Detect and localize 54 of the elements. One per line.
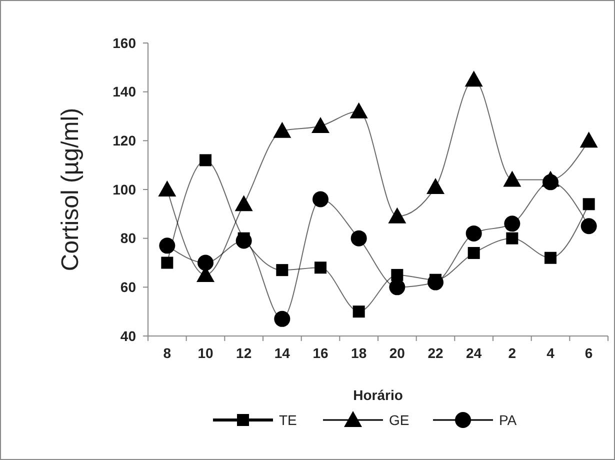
x-tick-label: 2 [508, 345, 516, 361]
y-axis-title: Cortisol (µg/ml) [57, 108, 84, 272]
point [314, 262, 326, 274]
point [582, 198, 595, 210]
point [580, 218, 597, 234]
x-tick-label: 10 [198, 345, 214, 361]
point [388, 207, 406, 224]
point [389, 279, 406, 296]
y-tick-label: 100 [112, 181, 136, 198]
point [234, 195, 253, 212]
point [468, 246, 480, 259]
x-tick-label: 18 [351, 345, 367, 361]
point [159, 238, 176, 254]
y-tick-label: 140 [112, 84, 136, 100]
y-tick-label: 40 [120, 328, 136, 344]
point [504, 216, 520, 232]
x-tick-label: 14 [274, 345, 290, 361]
y-tick-label: 120 [112, 132, 136, 149]
y-tick-label: 160 [112, 34, 136, 51]
point [352, 306, 365, 318]
legend-label: PA [499, 412, 518, 428]
point [464, 70, 483, 87]
point [273, 122, 292, 138]
legend-label: TE [279, 412, 297, 428]
x-tick-label: 6 [584, 345, 593, 361]
x-axis-title: Horário [353, 387, 403, 403]
point [542, 174, 558, 190]
x-tick-label: 8 [163, 345, 172, 361]
x-tick-label: 12 [236, 345, 252, 361]
x-tick-label: 20 [389, 345, 406, 361]
point [466, 225, 482, 242]
point [312, 191, 328, 208]
point [200, 154, 212, 166]
point [506, 232, 518, 244]
point [276, 264, 288, 276]
x-tick-label: 24 [466, 345, 482, 361]
x-tick-label: 16 [312, 345, 328, 361]
point [391, 268, 404, 281]
y-tick-label: 80 [120, 230, 136, 246]
point [161, 256, 174, 269]
point [426, 178, 444, 194]
point [544, 252, 556, 264]
x-tick-label: 22 [428, 345, 444, 361]
point [580, 132, 598, 148]
y-tick-label: 60 [120, 279, 136, 296]
point [274, 310, 290, 327]
point [350, 102, 368, 118]
point [158, 180, 176, 196]
point [350, 230, 367, 246]
legend-label: GE [389, 412, 410, 428]
point [503, 170, 522, 187]
x-tick-label: 4 [546, 345, 555, 361]
point [198, 254, 214, 271]
point [312, 117, 330, 134]
